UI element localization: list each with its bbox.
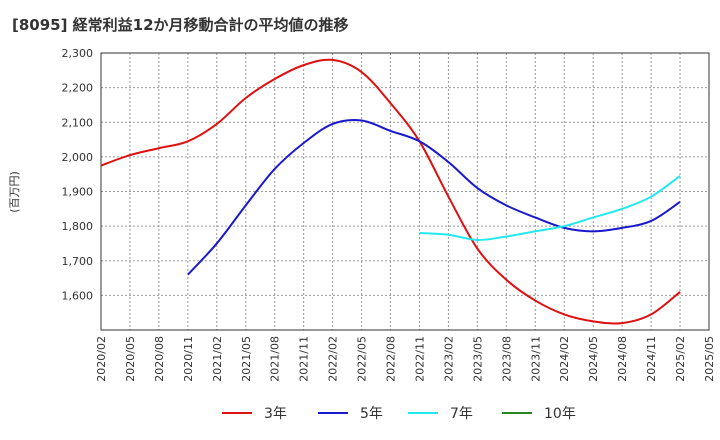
x-tick-label: 2025/02 <box>674 336 687 382</box>
y-tick-label: 2,300 <box>62 47 94 60</box>
series-line-3 <box>419 175 681 241</box>
x-tick-label: 2021/11 <box>298 336 311 382</box>
x-tick-label: 2024/11 <box>645 336 658 382</box>
x-tick-label: 2022/05 <box>356 336 369 382</box>
y-axis-label: (百万円) <box>8 171 21 213</box>
y-tick-label: 2,200 <box>62 82 94 95</box>
series-line-1 <box>100 58 681 325</box>
x-tick-label: 2025/05 <box>703 336 716 382</box>
x-tick-label: 2021/05 <box>240 336 253 382</box>
x-axis: 2020/02 2020/05 2020/08 2020/11 2021/02 2021/… <box>95 336 716 382</box>
x-tick-label: 2023/05 <box>471 336 484 382</box>
series-line-2 <box>187 119 681 276</box>
legend-label: 10年 <box>544 406 576 422</box>
x-tick-label: 2022/02 <box>327 336 340 382</box>
chart-title: [8095] 経常利益12か月移動合計の平均値の推移 <box>12 16 349 34</box>
x-tick-label: 2020/08 <box>153 336 166 382</box>
x-tick-label: 2020/05 <box>124 336 137 382</box>
y-tick-label: 1,700 <box>62 255 94 268</box>
legend-label: 5年 <box>360 406 383 422</box>
plot-border <box>100 52 710 331</box>
x-tick-label: 2020/02 <box>95 336 108 382</box>
x-tick-label: 2024/05 <box>587 336 600 382</box>
y-tick-label: 1,900 <box>62 186 94 199</box>
y-tick-label: 2,000 <box>62 151 94 164</box>
x-tick-label: 2021/02 <box>211 336 224 382</box>
legend-label: 7年 <box>450 406 473 422</box>
x-tick-label: 2021/08 <box>269 336 282 382</box>
legend-label: 3年 <box>264 406 287 422</box>
x-tick-label: 2023/08 <box>500 336 513 382</box>
y-tick-label: 1,600 <box>62 289 94 302</box>
x-tick-label: 2022/11 <box>413 336 426 382</box>
x-tick-label: 2022/08 <box>385 336 398 382</box>
y-axis: 1,600 1,700 1,800 1,900 2,000 2,100 2,200 2,300 <box>62 47 94 302</box>
x-tick-label: 2020/11 <box>182 336 195 382</box>
y-tick-label: 1,800 <box>62 220 94 233</box>
x-tick-label: 2023/11 <box>529 336 542 382</box>
series-lines <box>100 58 681 325</box>
y-tick-label: 2,100 <box>62 116 94 129</box>
x-tick-label: 2024/02 <box>558 336 571 382</box>
x-tick-label: 2023/02 <box>442 336 455 382</box>
x-tick-label: 2024/08 <box>616 336 629 382</box>
legend: 3年 5年 7年 10年 <box>222 406 576 422</box>
